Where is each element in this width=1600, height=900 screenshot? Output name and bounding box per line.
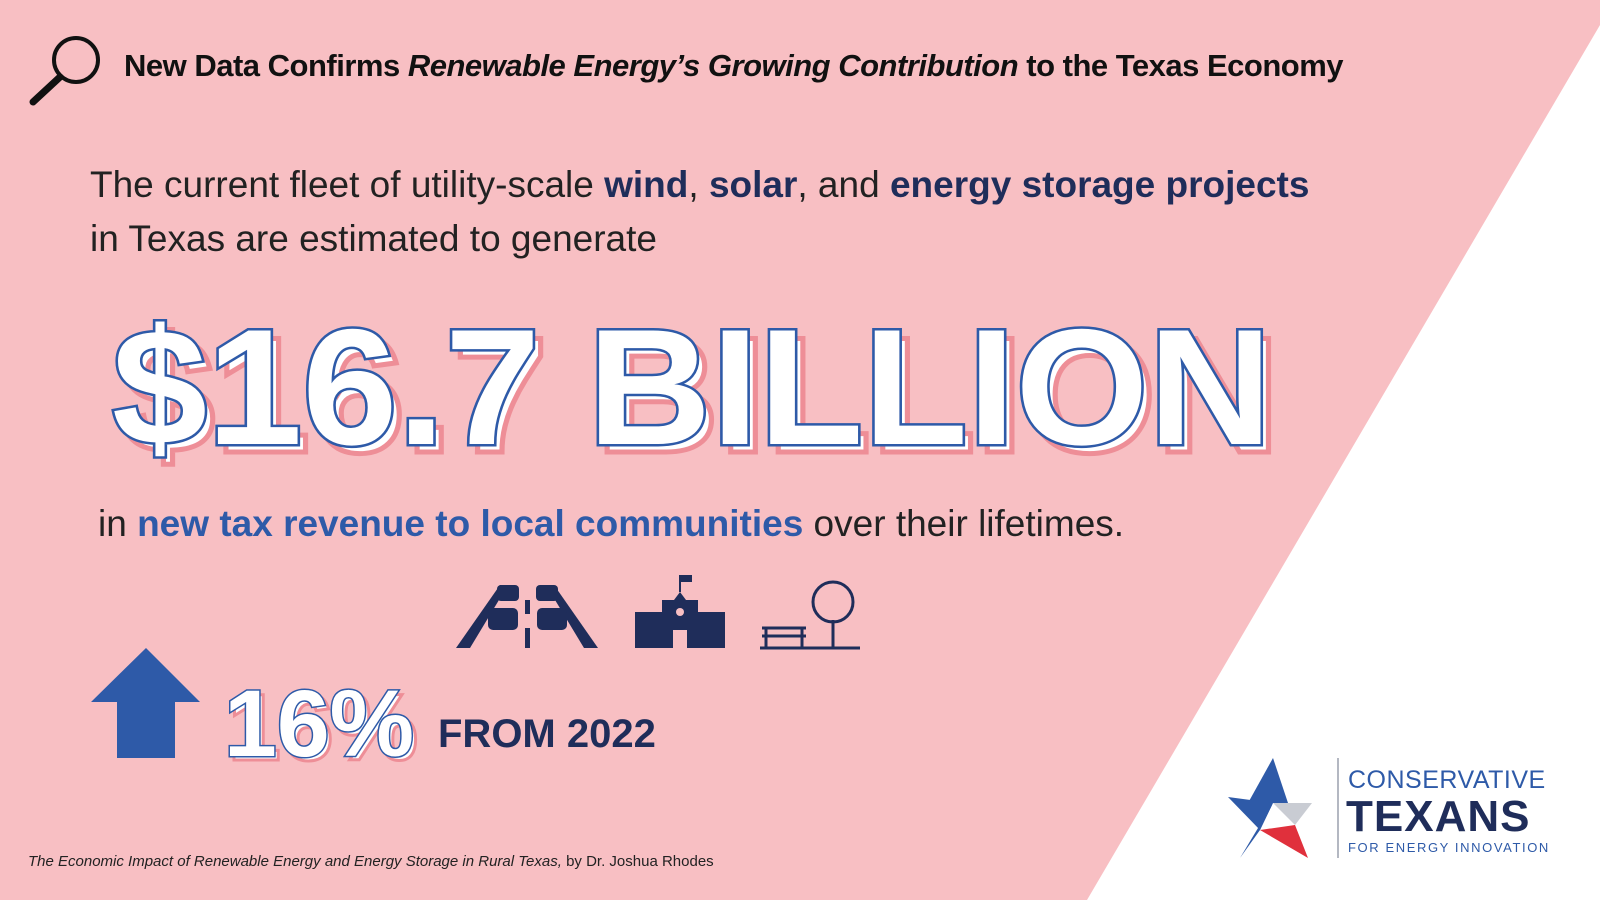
detail-text: in new tax revenue to local communities … bbox=[98, 503, 1124, 545]
detail-part: in bbox=[98, 503, 138, 544]
intro-part: , bbox=[688, 164, 709, 205]
intro-text: The current fleet of utility-scale wind,… bbox=[90, 158, 1490, 266]
title-part: New Data Confirms bbox=[124, 48, 408, 83]
intro-part: , and bbox=[797, 164, 890, 205]
change-label: FROM 2022 bbox=[438, 712, 656, 756]
detail-part: over their lifetimes. bbox=[803, 503, 1125, 544]
title-part: to the Texas Economy bbox=[1018, 48, 1344, 83]
school-icon bbox=[635, 575, 725, 648]
intro-part: in Texas are estimated to generate bbox=[90, 218, 657, 259]
change-shadow: 16% bbox=[228, 675, 418, 781]
source-title: The Economic Impact of Renewable Energy … bbox=[28, 853, 562, 870]
logo-line2: TEXANS bbox=[1346, 792, 1531, 841]
up-arrow bbox=[91, 648, 200, 758]
intro-bold: energy storage projects bbox=[889, 164, 1310, 205]
detail-bold: new tax revenue to local communities bbox=[137, 503, 804, 544]
road-icon bbox=[456, 585, 598, 648]
title-italic: Renewable Energy’s Growing Contribution bbox=[407, 48, 1019, 83]
logo-star bbox=[1228, 758, 1339, 858]
header-title: New Data Confirms Renewable Energy’s Gro… bbox=[124, 48, 1344, 84]
source-author: by Dr. Joshua Rhodes bbox=[561, 853, 714, 870]
source: The Economic Impact of Renewable Energy … bbox=[28, 853, 714, 870]
magnifier-icon bbox=[29, 36, 100, 106]
intro-part: The current fleet of utility-scale bbox=[90, 164, 605, 205]
change-value: 16% bbox=[224, 671, 414, 777]
headline: $16.7 BILLION bbox=[112, 295, 1272, 479]
headline-shadow: $16.7 BILLION bbox=[120, 303, 1280, 487]
logo-line3: FOR ENERGY INNOVATION bbox=[1348, 840, 1550, 855]
intro-bold: solar bbox=[708, 164, 798, 205]
park-icon bbox=[760, 580, 860, 650]
logo-line1: CONSERVATIVE bbox=[1348, 766, 1546, 794]
intro-bold: wind bbox=[604, 164, 689, 205]
